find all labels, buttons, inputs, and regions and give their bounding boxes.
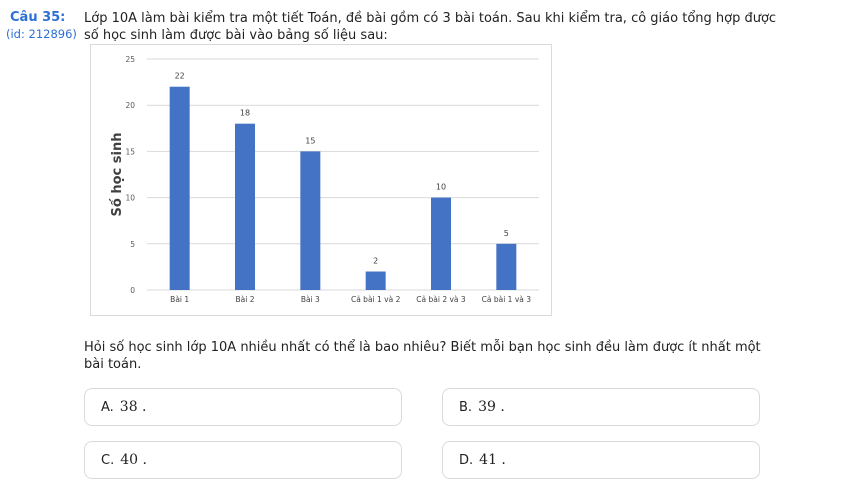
data-label: 18	[240, 109, 250, 118]
question-number: Câu 35:	[10, 10, 66, 25]
x-tick-label: Bài 3	[301, 295, 320, 304]
answer-option-c[interactable]: C. 40 .	[84, 441, 402, 479]
data-label: 5	[504, 229, 509, 238]
x-tick-label: Bài 1	[170, 295, 189, 304]
x-tick-label: Cả bài 1 và 2	[351, 295, 401, 304]
data-label: 15	[305, 136, 315, 145]
y-tick-label: 5	[130, 240, 135, 249]
y-tick-label: 10	[125, 194, 135, 203]
y-tick-label: 20	[125, 101, 135, 110]
option-value: 40 .	[120, 452, 147, 468]
y-tick-label: 0	[130, 286, 135, 295]
answer-option-d[interactable]: D. 41 .	[442, 441, 760, 479]
answer-option-a[interactable]: A. 38 .	[84, 388, 402, 426]
option-letter: D.	[459, 452, 474, 468]
question-id: (id: 212896)	[6, 27, 77, 41]
bar	[496, 243, 517, 290]
data-label: 10	[436, 183, 446, 192]
chart-container: 0 5 10 15 20 25 Số học sinh 22 Bài 1 18 Bài 2 15 Bài…	[90, 44, 552, 316]
option-value: 38 .	[119, 399, 147, 415]
answer-option-b[interactable]: B. 39 .	[442, 388, 760, 426]
bar	[169, 86, 190, 290]
bar	[235, 123, 255, 291]
x-tick-label: Cả bài 1 và 3	[482, 295, 532, 304]
option-letter: A.	[101, 399, 114, 415]
x-tick-label: Bài 2	[236, 295, 255, 304]
option-value: 39 .	[478, 399, 505, 415]
data-label: 22	[175, 72, 185, 81]
option-letter: B.	[459, 399, 473, 415]
followup-question: Hỏi số học sinh lớp 10A nhiều nhất có th…	[84, 340, 761, 372]
y-tick-label: 25	[125, 55, 135, 64]
bar	[300, 151, 321, 290]
question-text: Lớp 10A làm bài kiểm tra một tiết Toán, …	[84, 11, 777, 43]
data-label: 2	[373, 257, 378, 266]
option-letter: C.	[101, 452, 115, 468]
y-axis-title: Số học sinh	[110, 133, 125, 217]
option-value: 41 .	[479, 452, 506, 468]
y-tick-label: 15	[125, 147, 135, 156]
bar	[365, 271, 386, 290]
bar	[431, 197, 451, 290]
x-tick-label: Cả bài 2 và 3	[416, 295, 466, 304]
